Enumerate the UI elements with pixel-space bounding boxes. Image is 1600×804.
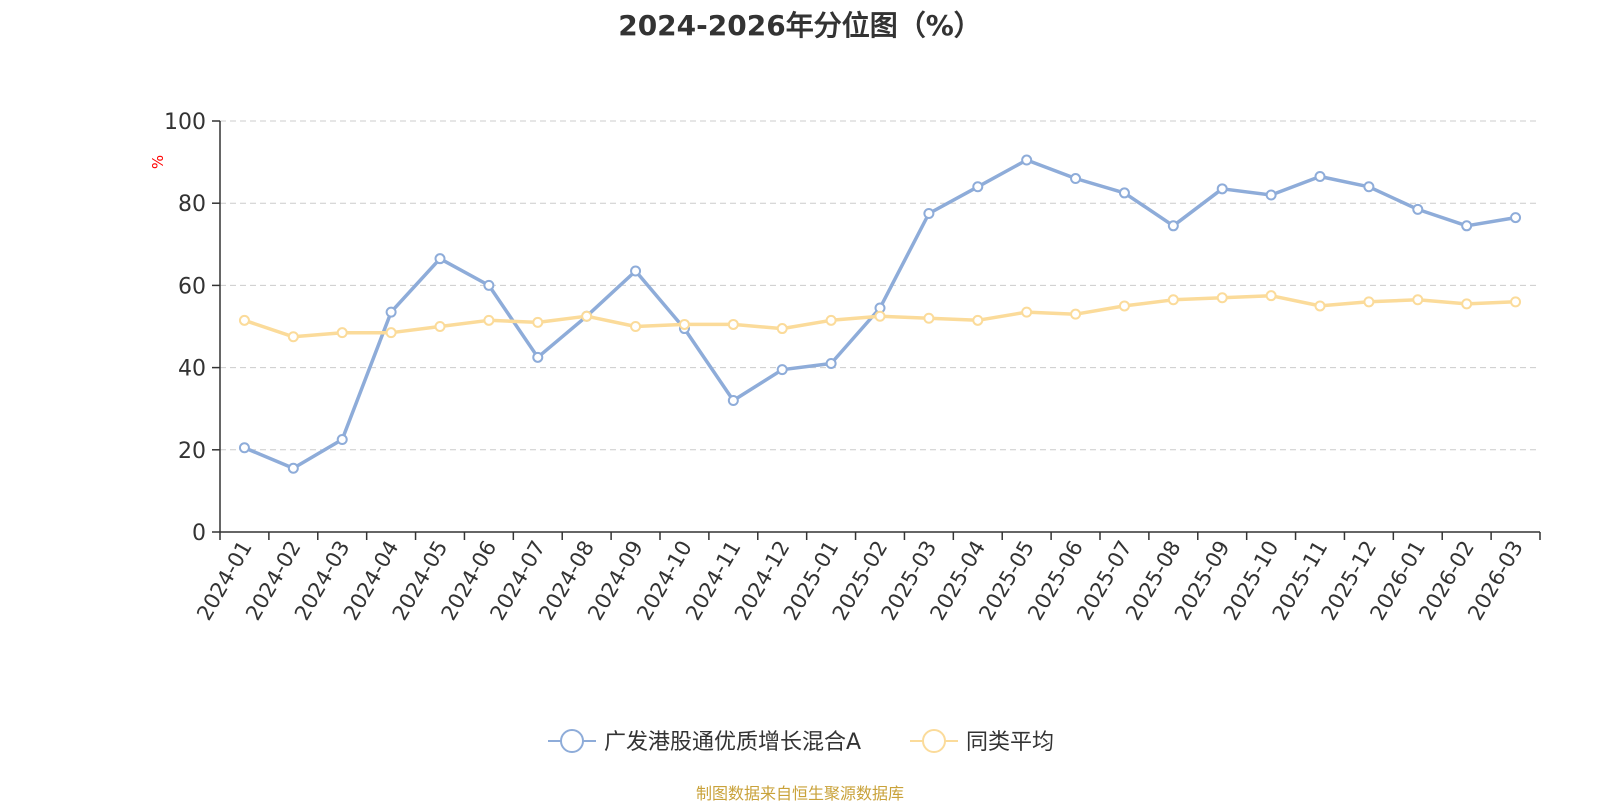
series-2-point [1216,292,1228,304]
series-1-point [1412,203,1424,215]
series-1-point [287,462,299,474]
series-2-point [874,310,886,322]
series-2-point [1118,300,1130,312]
source-note: 制图数据来自恒生聚源数据库 [695,784,904,803]
series-2-point [483,314,495,326]
series-2-point [1412,294,1424,306]
series-2-point [1265,290,1277,302]
y-tick-label: 60 [178,274,206,299]
series-1-point [825,357,837,369]
series-2-point [1461,298,1473,310]
y-tick-label: 20 [178,439,206,464]
series-2-point [1167,294,1179,306]
series-2-point [923,312,935,324]
series-1-point [630,265,642,277]
series-2-point [385,327,397,339]
series-2-point [238,314,250,326]
series-2-point [434,321,446,332]
series-2-point [1314,300,1326,312]
series-2-point [727,318,739,330]
series-2-point [1363,296,1375,308]
series-2-point [287,331,299,343]
series-2-point [532,316,544,328]
series-2-point [1021,306,1033,318]
series-2-point [825,314,837,326]
y-tick-label: 0 [192,521,206,546]
series-1-point [1461,220,1473,232]
series-1-point [1510,212,1522,224]
legend-marker [560,729,584,753]
series-1-point [532,351,544,363]
series-1-point [1265,189,1277,201]
series-1-point [434,253,446,265]
series-2-point [581,310,593,322]
series-2-point [972,314,984,326]
series-1-point [1021,154,1033,166]
series-2-point [678,318,690,330]
series-2-point [630,321,642,332]
series-1-point [727,394,739,406]
y-axis-unit: % [149,155,167,169]
series-2-point [1070,308,1082,320]
series-1-point [1363,181,1375,193]
series-1-point [1118,187,1130,199]
y-tick-label: 100 [164,110,206,135]
series-1-point [336,434,348,446]
series-1-point [923,207,935,219]
line-chart: 020406080100%2024-012024-022024-032024-0… [149,110,1541,755]
y-tick-label: 80 [178,192,206,217]
series-1-point [972,181,984,193]
series-2-point [1510,296,1522,308]
series-1-point [776,364,788,376]
series-1-point [483,279,495,291]
series-1-point [385,306,397,318]
series-1-point [238,442,250,454]
chart-title: 2024-2026年分位图（%） [618,9,982,42]
legend-label-2: 同类平均 [966,730,1054,755]
series-1-point [1314,170,1326,182]
series-2-point [776,323,788,335]
series-1-point [1216,183,1228,195]
series-2-point [336,327,348,339]
series-1-point [1070,173,1082,185]
legend-label-1: 广发港股通优质增长混合A [604,730,861,755]
series-1-point [1167,220,1179,232]
legend-marker [922,729,946,753]
y-tick-label: 40 [178,357,206,382]
